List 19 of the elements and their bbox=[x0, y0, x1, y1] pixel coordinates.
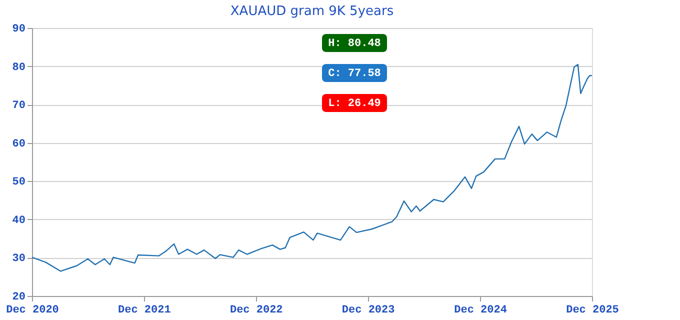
y-tick-label: 40 bbox=[12, 214, 26, 227]
chart-title: XAUAUD gram 9K 5years bbox=[230, 4, 394, 19]
y-tick-label: 60 bbox=[12, 138, 26, 150]
x-tick-label: Dec 2024 bbox=[454, 304, 508, 316]
line-series bbox=[31, 64, 593, 272]
y-tick-label: 20 bbox=[12, 292, 26, 304]
x-tick-label: Dec 2025 bbox=[566, 304, 620, 316]
annotation: H: 80.48 bbox=[328, 38, 382, 50]
annotation: C: 77.58 bbox=[328, 68, 382, 80]
y-tick-label: 30 bbox=[12, 253, 26, 266]
y-tick-label: 90 bbox=[12, 24, 26, 36]
x-tick-label: Dec 2021 bbox=[118, 304, 172, 316]
y-tick-label: 70 bbox=[12, 100, 26, 112]
x-tick-label: Dec 2022 bbox=[230, 304, 283, 316]
x-tick-label: Dec 2023 bbox=[342, 304, 396, 316]
y-tick-label: 50 bbox=[12, 176, 26, 189]
y-tick-label: 80 bbox=[12, 62, 26, 74]
x-tick-label: Dec 2020 bbox=[6, 304, 59, 316]
annotation: L: 26.49 bbox=[328, 98, 381, 110]
